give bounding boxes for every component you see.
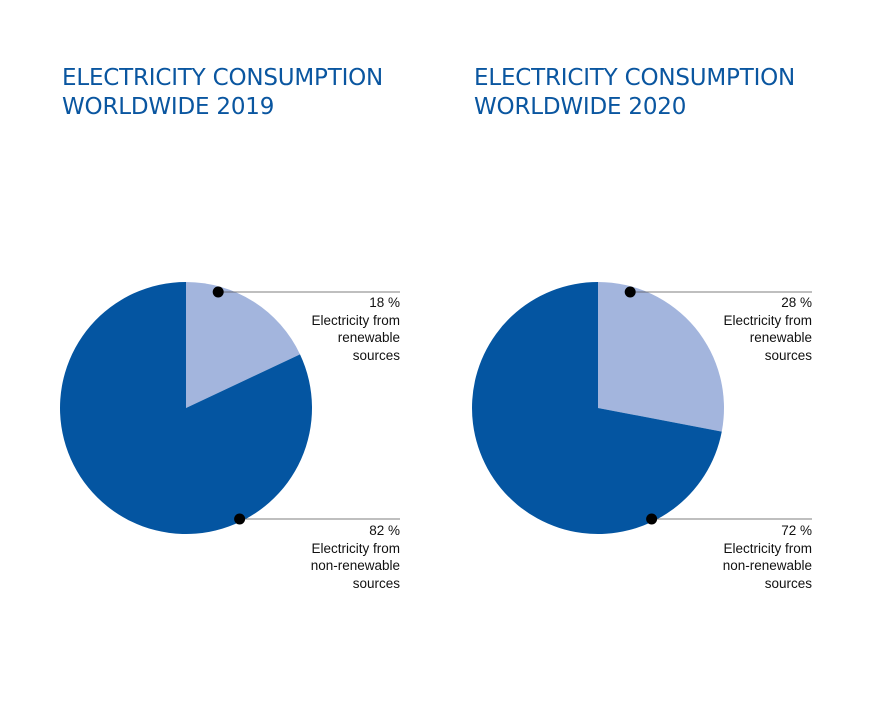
chart-title: ELECTRICITY CONSUMPTION WORLDWIDE 2019 — [62, 64, 383, 122]
leader-dot-renewable — [212, 286, 224, 298]
data-label-non-renewable-line-1: Electricity from — [311, 540, 400, 556]
callout-non-renewable: 82 % Electricity from non-renewable sour… — [250, 522, 400, 592]
chart-title-line-1: ELECTRICITY CONSUMPTION — [62, 65, 384, 91]
pie-slice-renewable — [186, 282, 301, 408]
data-label-renewable-value: 18 % — [369, 295, 400, 310]
data-label-renewable-line-1: Electricity from — [311, 312, 400, 328]
chart-title-line-2: WORLDWIDE 2019 — [62, 94, 275, 120]
data-label-renewable-line-1: Electricity from — [723, 312, 812, 328]
data-label-renewable-line-2: renewable — [749, 330, 812, 345]
leader-dot-renewable — [624, 286, 636, 298]
data-label-renewable-line-3: sources — [764, 347, 812, 363]
pie-slice-non-renewable — [472, 282, 722, 534]
data-label-non-renewable-value: 82 % — [369, 523, 400, 538]
chart-2020: ELECTRICITY CONSUMPTION WORLDWIDE 2020 2… — [412, 0, 849, 714]
data-label-non-renewable-value: 72 % — [781, 523, 812, 538]
pie-chart — [60, 282, 400, 534]
chart-2019: ELECTRICITY CONSUMPTION WORLDWIDE 2019 1… — [60, 64, 400, 592]
pie-chart — [472, 282, 812, 534]
callout-renewable: 28 % Electricity from renewable sources — [662, 294, 812, 364]
chart-title-line-2: WORLDWIDE 2020 — [474, 94, 687, 120]
pie-slice-non-renewable — [60, 282, 313, 534]
leader-dot-non-renewable — [646, 513, 658, 525]
data-label-renewable-value: 28 % — [781, 295, 812, 310]
pie-slice-renewable — [598, 282, 725, 432]
leader-dot-non-renewable — [234, 513, 246, 525]
data-label-renewable-line-2: renewable — [337, 330, 400, 345]
callout-non-renewable: 72 % Electricity from non-renewable sour… — [662, 522, 812, 592]
data-label-non-renewable-line-3: sources — [764, 575, 812, 591]
data-label-non-renewable-line-1: Electricity from — [723, 540, 812, 556]
callout-renewable: 18 % Electricity from renewable sources — [250, 294, 400, 364]
chart-title: ELECTRICITY CONSUMPTION WORLDWIDE 2020 — [474, 64, 795, 122]
data-label-renewable-line-3: sources — [352, 347, 400, 363]
data-label-non-renewable-line-2: non-renewable — [722, 558, 812, 573]
data-label-non-renewable-line-3: sources — [352, 575, 400, 591]
chart-title-line-1: ELECTRICITY CONSUMPTION — [474, 65, 796, 91]
data-label-non-renewable-line-2: non-renewable — [310, 558, 400, 573]
